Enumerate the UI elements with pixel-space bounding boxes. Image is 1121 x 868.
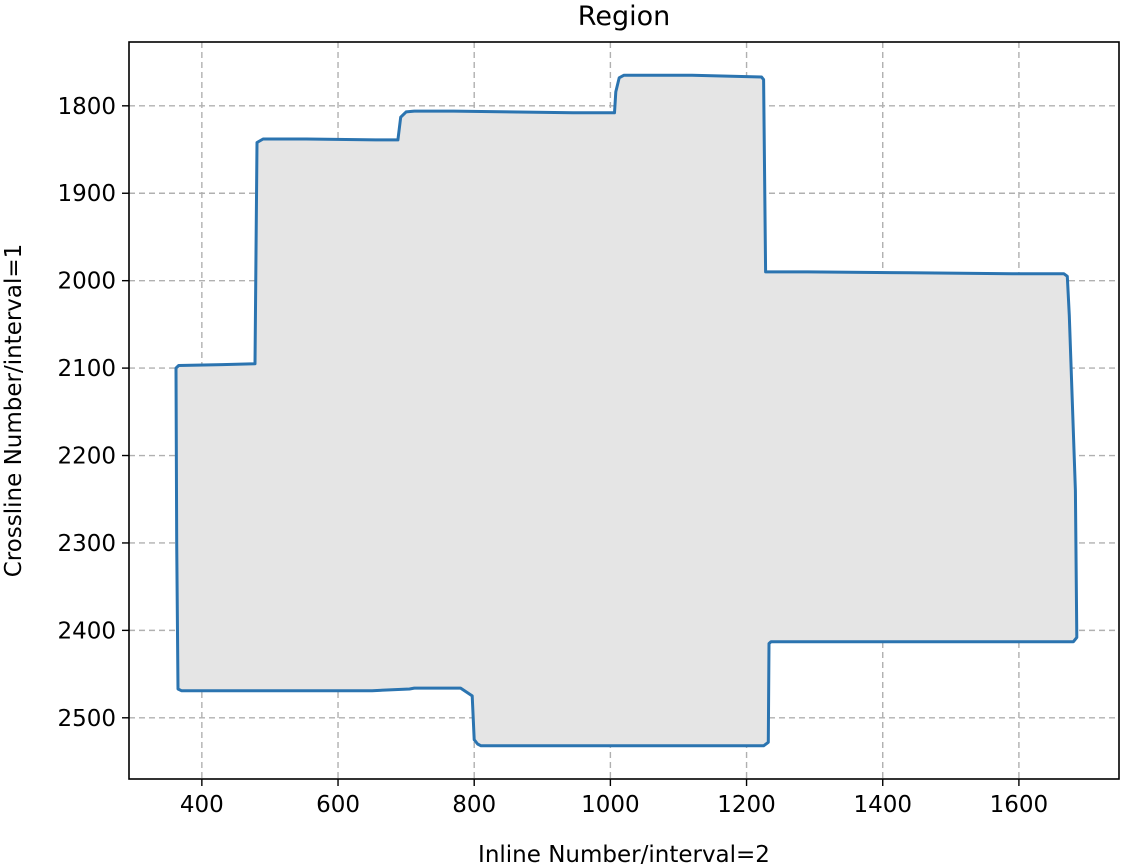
region-outline	[174, 73, 1079, 748]
x-axis-ticks: 400 600 800 1000 1200 1400 1600	[180, 779, 1048, 818]
y-tick-label: 1900	[57, 181, 116, 207]
y-tick-label: 2500	[57, 706, 116, 732]
y-axis-title: Crossline Number/interval=1	[1, 244, 27, 578]
chart-title: Region	[578, 1, 670, 32]
x-axis-title: Inline Number/interval=2	[478, 842, 770, 868]
y-tick-label: 2400	[57, 618, 116, 644]
x-tick-label: 1400	[853, 792, 912, 818]
x-tick-label: 1200	[717, 792, 776, 818]
x-tick-label: 1000	[581, 792, 640, 818]
x-tick-label: 600	[316, 792, 360, 818]
x-tick-label: 1600	[990, 792, 1049, 818]
x-tick-label: 400	[180, 792, 224, 818]
y-tick-label: 2200	[57, 444, 116, 470]
y-tick-label: 2300	[57, 531, 116, 557]
plot-frame	[128, 41, 1120, 780]
y-axis-ticks: 1800 1900 2000 2100 2200 2300 2400 2500	[57, 94, 129, 732]
y-tick-label: 2100	[57, 356, 116, 382]
y-tick-label: 2000	[57, 269, 116, 295]
x-tick-label: 800	[452, 792, 496, 818]
y-tick-label: 1800	[57, 94, 116, 120]
region-fill	[176, 75, 1077, 746]
data-layer	[174, 73, 1079, 748]
